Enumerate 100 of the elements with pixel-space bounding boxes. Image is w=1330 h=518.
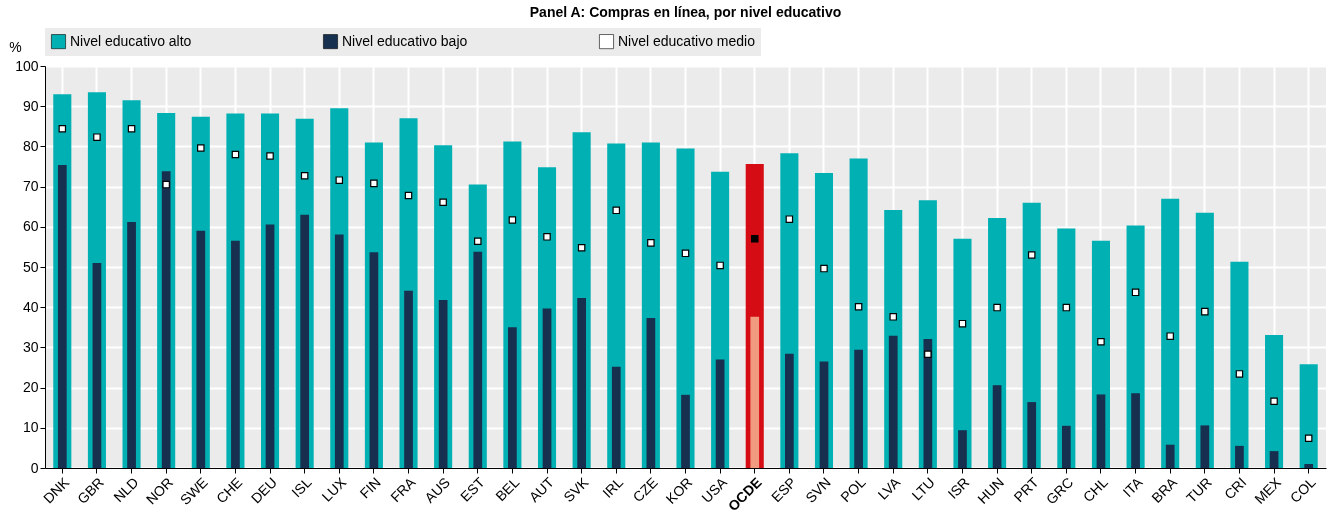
point xyxy=(1270,397,1278,406)
point xyxy=(924,350,932,358)
point xyxy=(58,124,67,133)
bar xyxy=(1057,228,1076,468)
bar xyxy=(231,240,240,468)
bar xyxy=(334,234,344,468)
bar xyxy=(1096,394,1106,468)
point xyxy=(1304,434,1313,443)
point xyxy=(474,237,482,246)
bar xyxy=(196,230,206,468)
point xyxy=(993,303,1001,312)
point xyxy=(335,176,344,184)
y-tick-label: 70 xyxy=(22,178,39,195)
point xyxy=(162,180,170,189)
bar xyxy=(161,171,171,468)
bar xyxy=(1304,463,1314,468)
y-tick-label: 10 xyxy=(22,419,39,436)
point xyxy=(300,171,309,180)
legend-label: Nivel educativo bajo xyxy=(342,32,468,49)
chart-title: Panel A: Compras en línea, por nivel educativo xyxy=(529,4,842,20)
bar xyxy=(1027,402,1037,468)
point xyxy=(370,179,378,188)
bar xyxy=(750,316,760,468)
x-tick-label: POL xyxy=(837,473,869,506)
bar xyxy=(438,299,448,468)
x-tick-label: ISR xyxy=(944,474,973,502)
point xyxy=(716,261,724,270)
bar xyxy=(611,366,621,468)
x-tick-label: COL xyxy=(1286,473,1319,506)
bar xyxy=(1235,445,1244,468)
y-tick-label: 50 xyxy=(22,258,39,275)
point xyxy=(820,264,828,273)
bar xyxy=(992,385,1002,468)
bar xyxy=(1269,451,1279,468)
x-tick-label: FIN xyxy=(356,474,384,502)
point xyxy=(508,216,517,224)
y-tick-label: 30 xyxy=(22,338,39,355)
x-tick-label: CHL xyxy=(1079,473,1111,506)
bar xyxy=(1165,444,1175,468)
bar xyxy=(1131,393,1140,468)
bar xyxy=(1161,198,1180,468)
bar xyxy=(57,164,67,468)
bar xyxy=(577,297,586,468)
point xyxy=(1027,251,1036,259)
bar xyxy=(819,361,829,468)
bar xyxy=(508,327,517,468)
point xyxy=(1097,338,1105,346)
point xyxy=(127,124,136,133)
bar xyxy=(888,335,898,468)
x-tick-label: ISL xyxy=(288,473,315,501)
point xyxy=(750,235,759,243)
bar xyxy=(854,349,863,468)
point xyxy=(93,133,101,141)
point xyxy=(785,215,794,223)
y-tick-label: 80 xyxy=(22,137,39,154)
x-tick-label: ITA xyxy=(1119,473,1146,501)
point xyxy=(1166,332,1174,340)
legend-label: Nivel educativo alto xyxy=(70,32,192,49)
point xyxy=(854,303,863,311)
point xyxy=(543,233,551,241)
point xyxy=(889,313,897,321)
y-tick-label: 20 xyxy=(22,379,39,396)
bar xyxy=(473,251,483,468)
bar xyxy=(646,318,656,468)
bar xyxy=(923,338,933,468)
point xyxy=(439,198,447,207)
x-tick-label: BEL xyxy=(492,473,523,505)
bar xyxy=(127,221,136,468)
bar xyxy=(953,238,972,468)
y-tick-label: 100 xyxy=(15,57,39,74)
bar xyxy=(715,359,725,468)
bar xyxy=(265,224,275,468)
y-axis-title: % xyxy=(9,38,22,55)
bar xyxy=(1299,364,1318,468)
bar xyxy=(681,394,690,468)
y-tick-label: 0 xyxy=(30,459,39,476)
point xyxy=(1201,307,1209,316)
point xyxy=(577,243,586,252)
bar xyxy=(542,308,552,468)
bar xyxy=(404,290,413,468)
y-tick-label: 90 xyxy=(22,97,39,114)
point xyxy=(266,152,274,160)
bar xyxy=(1230,261,1249,468)
point xyxy=(197,144,205,152)
bar xyxy=(1265,334,1284,468)
bar xyxy=(958,430,967,468)
point xyxy=(1235,370,1244,378)
bar xyxy=(785,353,794,468)
x-tick-label: TUR xyxy=(1183,474,1215,506)
bar xyxy=(300,214,310,468)
bar xyxy=(1061,425,1071,468)
x-tick-label: LVA xyxy=(874,473,904,503)
point xyxy=(647,239,655,247)
point xyxy=(612,206,621,215)
bar xyxy=(92,262,102,468)
bar xyxy=(1200,425,1210,468)
y-tick-label: 60 xyxy=(22,218,39,235)
x-tick-label: IRL xyxy=(599,473,627,501)
x-tick-label: CRI xyxy=(1220,474,1250,503)
legend-label: Nivel educativo medio xyxy=(618,32,756,49)
